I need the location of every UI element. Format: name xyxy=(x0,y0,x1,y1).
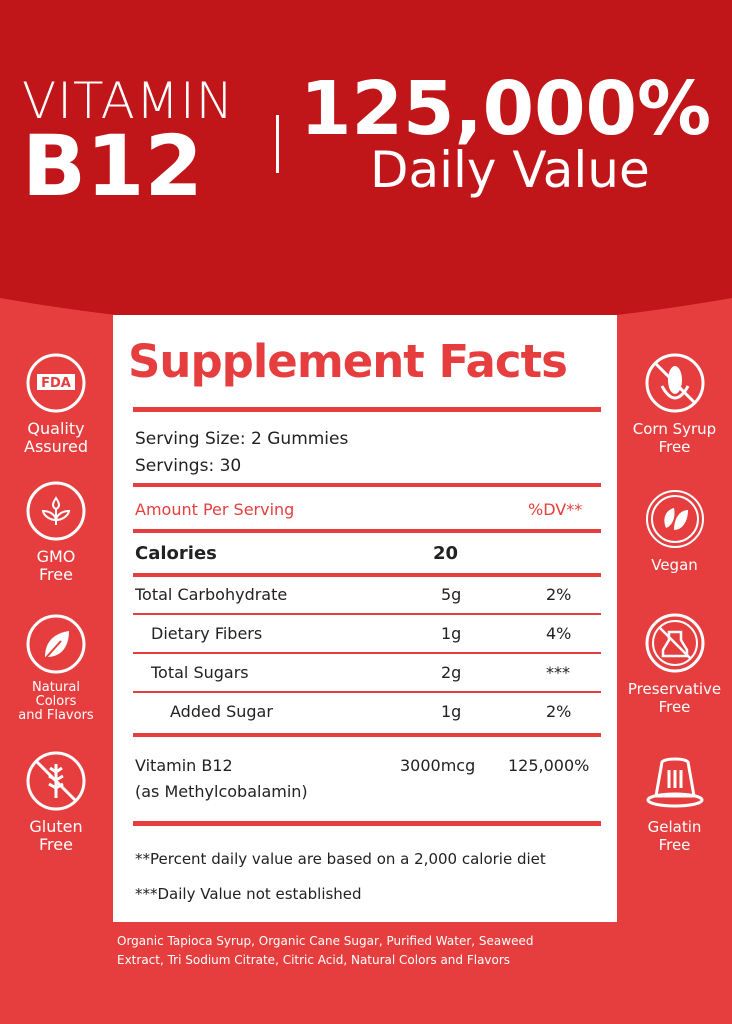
divider xyxy=(133,407,601,412)
divider xyxy=(276,115,279,173)
svg-text:FDA: FDA xyxy=(41,376,71,391)
header-b12: B12 xyxy=(22,117,203,215)
divider xyxy=(133,613,601,615)
row-name: Dietary Fibers xyxy=(151,624,263,643)
row-name: Total Sugars xyxy=(151,663,249,682)
badge-gluten-free: Gluten Free xyxy=(0,750,112,854)
amount-per-serving: Amount Per Serving xyxy=(135,500,295,519)
row-dv: 2% xyxy=(546,585,572,604)
row-name: Added Sugar xyxy=(170,702,273,721)
header-vitamin: VITAMIN xyxy=(22,72,235,130)
badge-gmo-free: GMO Free xyxy=(0,480,112,584)
row-amount: 5g xyxy=(441,585,462,604)
divider xyxy=(133,733,601,737)
row-dv: 2% xyxy=(546,702,572,721)
row-amount: 2g xyxy=(441,663,462,682)
row-dv: *** xyxy=(546,663,570,682)
vitamin-amount: 3000mcg xyxy=(400,756,476,775)
header-daily-value: Daily Value xyxy=(370,141,650,199)
gelatin-free-icon xyxy=(646,757,703,808)
header-band xyxy=(0,0,732,330)
footnote: ***Daily Value not established xyxy=(135,885,362,903)
fda-icon: FDA xyxy=(26,353,86,413)
corn-free-icon xyxy=(645,353,704,413)
calories-label: Calories xyxy=(135,543,217,564)
serving-size: Serving Size: 2 Gummies xyxy=(135,429,349,449)
ingredients: Organic Tapioca Syrup, Organic Cane Suga… xyxy=(117,934,534,967)
vegan-icon xyxy=(645,490,704,548)
servings: Servings: 30 xyxy=(135,456,242,476)
badge-natural-colors: Natural Colors and Flavors xyxy=(0,613,112,723)
row-name: Total Carbohydrate xyxy=(135,585,288,604)
leaf-icon xyxy=(26,614,86,674)
row-amount: 1g xyxy=(441,624,462,643)
vitamin-form: (as Methylcobalamin) xyxy=(135,782,308,801)
divider xyxy=(133,483,601,487)
facts-title: Supplement Facts xyxy=(128,335,568,388)
row-amount: 1g xyxy=(441,702,462,721)
vitamin-name: Vitamin B12 xyxy=(135,756,233,775)
header-percent: 125,000% xyxy=(300,66,712,152)
calories-value: 20 xyxy=(433,543,459,564)
divider xyxy=(133,529,601,533)
divider xyxy=(133,652,601,654)
gmo-free-icon xyxy=(26,481,86,541)
divider xyxy=(133,691,601,693)
vitamin-dv: 125,000% xyxy=(508,756,590,775)
divider xyxy=(133,573,601,577)
preservative-free-icon xyxy=(645,613,704,673)
badge-quality-assured: FDA Quality Assured xyxy=(0,352,112,456)
gluten-free-icon xyxy=(26,751,86,811)
supplement-facts-panel: Supplement Facts Serving Size: 2 Gummies… xyxy=(113,315,617,922)
dv-label: %DV** xyxy=(528,500,583,519)
row-dv: 4% xyxy=(546,624,572,643)
badge-corn-syrup-free: Corn Syrup Free xyxy=(617,352,732,456)
badge-gelatin-free: Gelatin Free xyxy=(617,750,732,854)
footnote: **Percent daily value are based on a 2,0… xyxy=(135,850,546,868)
badge-vegan: Vegan xyxy=(617,488,732,574)
badge-preservative-free: Preservative Free xyxy=(617,612,732,716)
divider xyxy=(133,821,601,826)
